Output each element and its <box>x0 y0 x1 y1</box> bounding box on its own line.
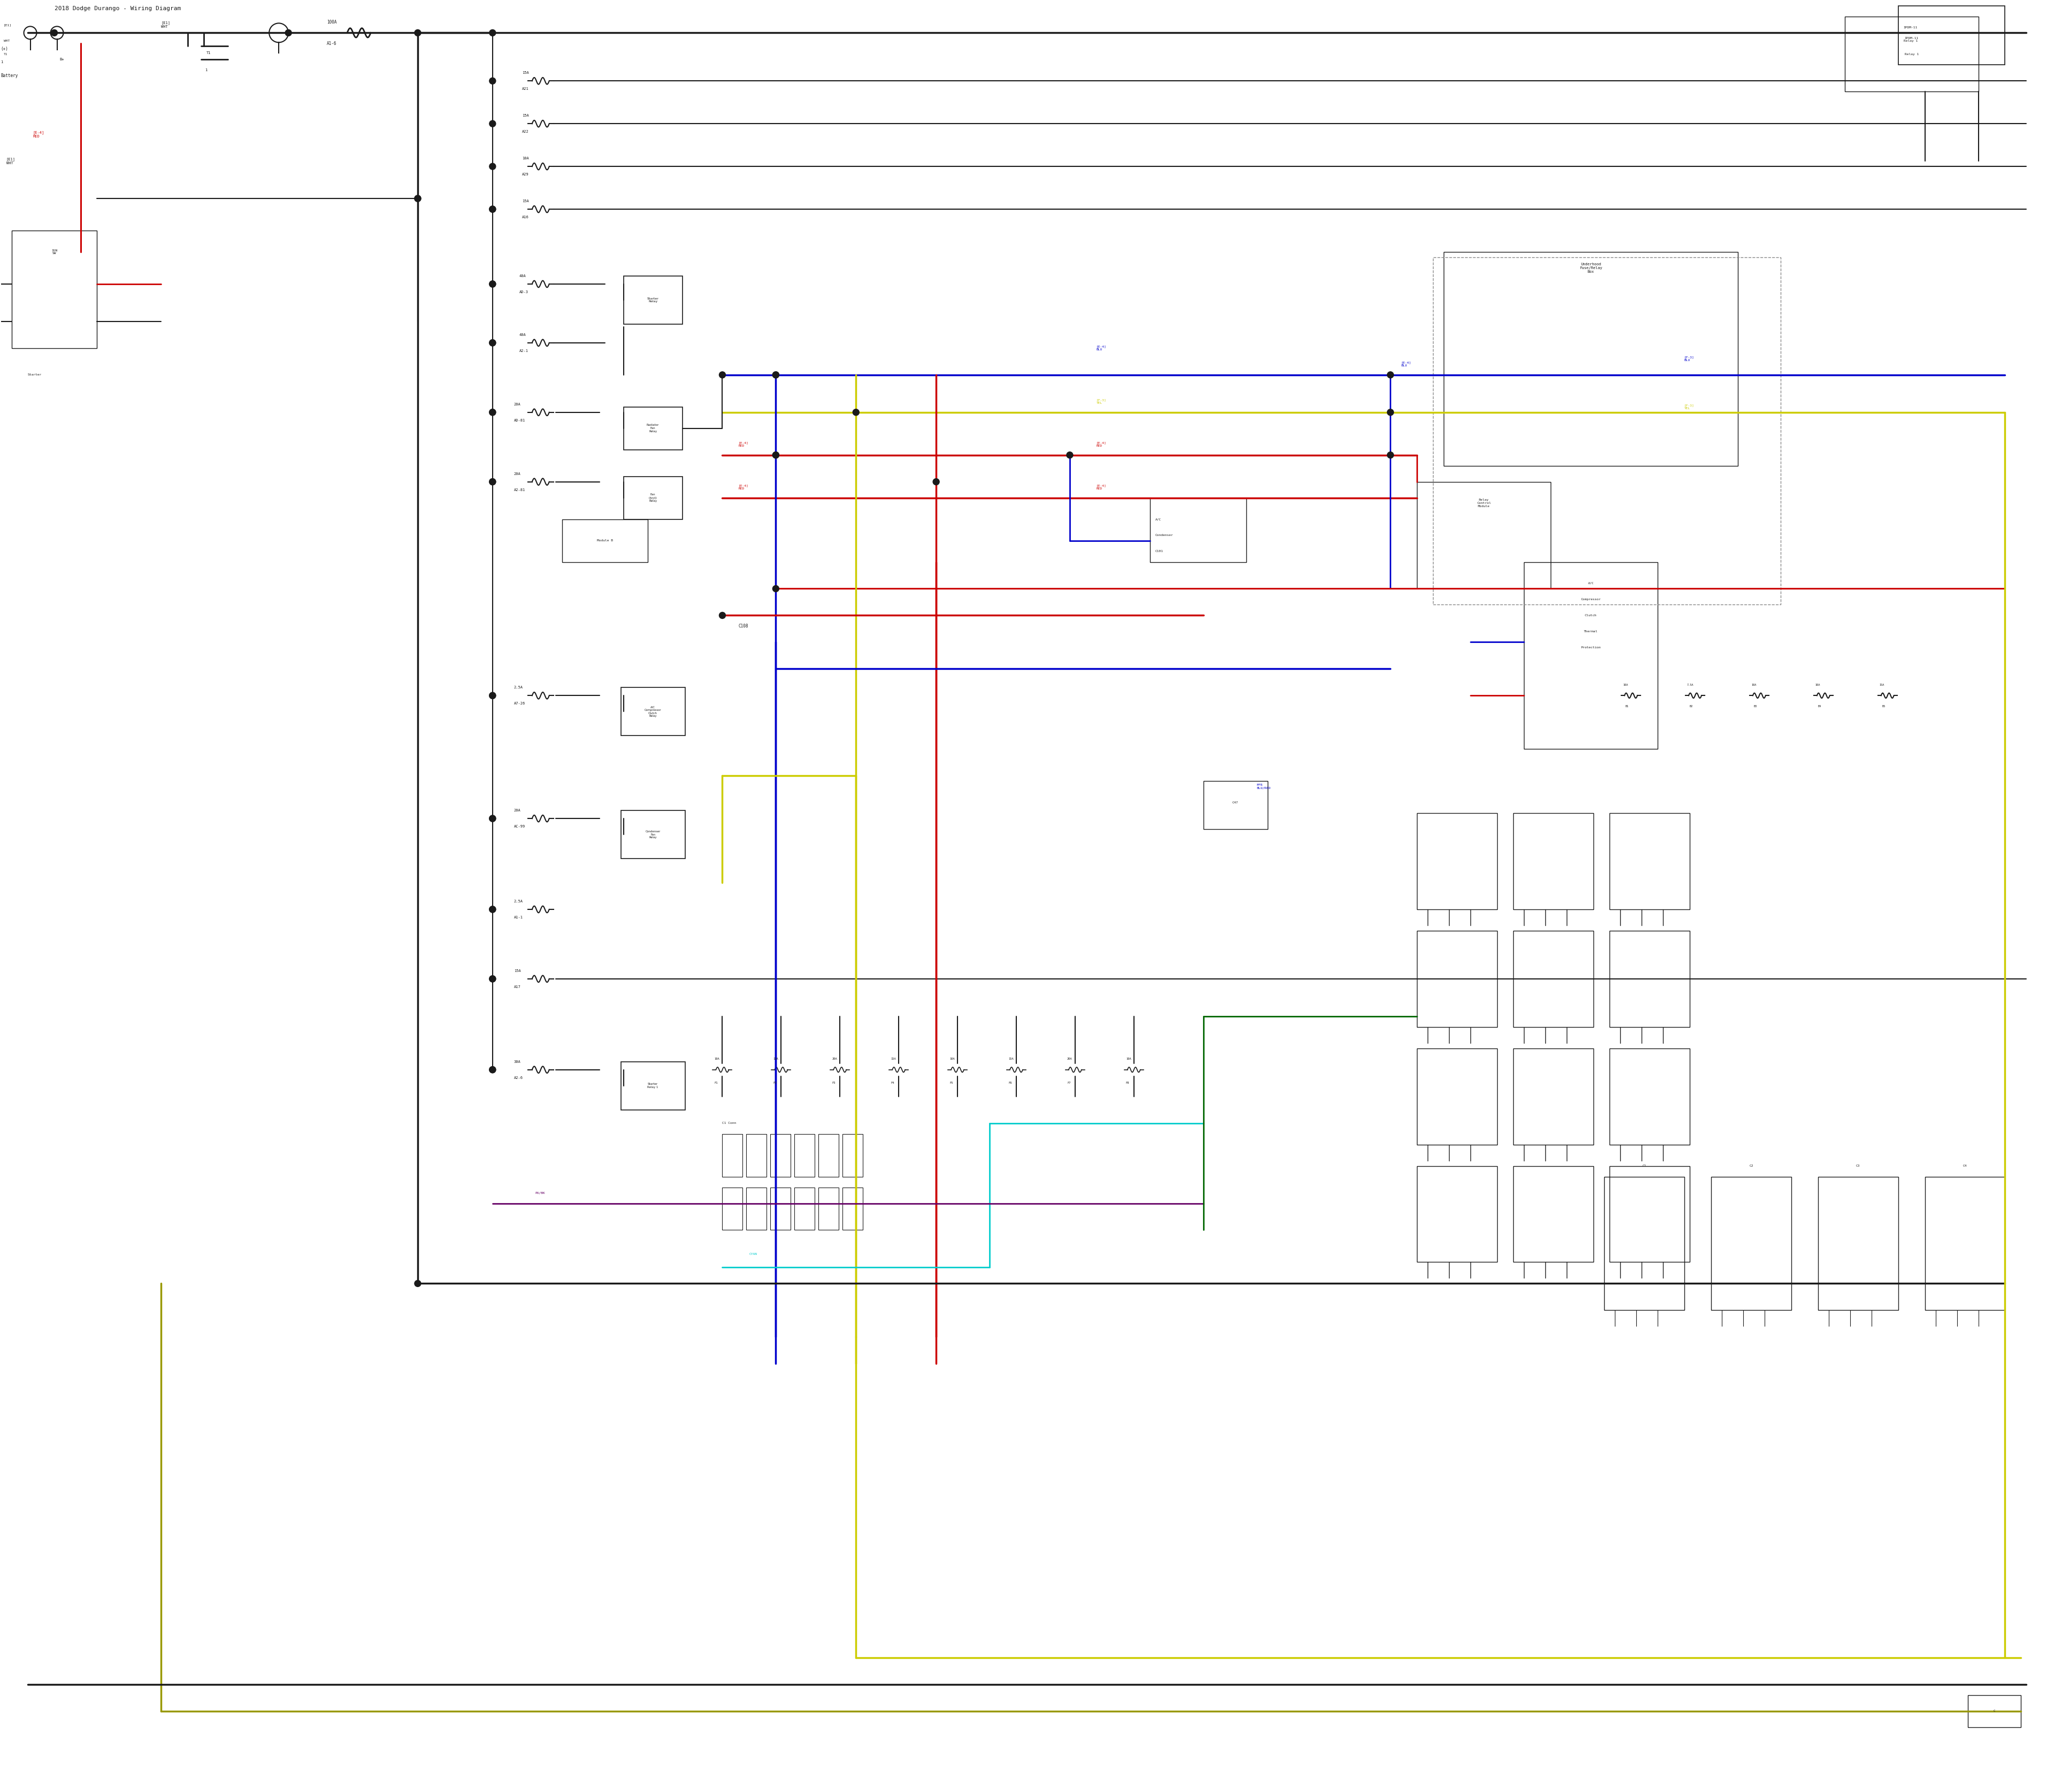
Text: A2-1: A2-1 <box>520 349 528 353</box>
Circle shape <box>489 340 495 346</box>
Text: IGN
SW: IGN SW <box>51 249 58 254</box>
Circle shape <box>415 195 421 202</box>
Circle shape <box>489 281 495 287</box>
Circle shape <box>1066 452 1072 459</box>
Circle shape <box>489 478 495 486</box>
Circle shape <box>489 77 495 84</box>
Circle shape <box>489 206 495 213</box>
Text: [E-4]
RED: [E-4] RED <box>737 484 748 489</box>
Text: [E-4]
RED: [E-4] RED <box>1097 441 1107 448</box>
Text: F6: F6 <box>1009 1082 1013 1084</box>
Text: F3: F3 <box>832 1082 836 1084</box>
Text: Starter
Relay: Starter Relay <box>647 297 659 303</box>
Text: T1: T1 <box>4 52 8 56</box>
Circle shape <box>51 30 58 36</box>
Circle shape <box>489 1066 495 1073</box>
Circle shape <box>852 409 859 416</box>
Bar <box>1444 253 1738 466</box>
Bar <box>12 231 97 348</box>
Text: A2-6: A2-6 <box>514 1077 524 1079</box>
Text: Starter: Starter <box>27 373 41 376</box>
Bar <box>770 1188 791 1229</box>
Text: 15A: 15A <box>514 969 522 973</box>
Text: 10A: 10A <box>1126 1057 1132 1061</box>
Text: 20A: 20A <box>514 471 522 475</box>
Text: B3: B3 <box>1754 704 1758 708</box>
Circle shape <box>489 120 495 127</box>
Text: 10A: 10A <box>949 1057 955 1061</box>
Bar <box>1925 1177 2005 1310</box>
Text: A16: A16 <box>522 215 528 219</box>
Bar <box>624 276 682 324</box>
Bar <box>620 688 684 737</box>
Text: 2.5A: 2.5A <box>514 900 524 903</box>
Text: A/C: A/C <box>1154 518 1161 520</box>
Bar <box>1610 1167 1690 1262</box>
Text: 15A: 15A <box>522 72 528 75</box>
Text: Radiator
Fan
Relay: Radiator Fan Relay <box>647 425 659 434</box>
Circle shape <box>415 195 421 202</box>
Text: [E1]
WHT: [E1] WHT <box>160 22 170 29</box>
Text: 20A: 20A <box>514 808 522 812</box>
Bar <box>1604 1177 1684 1310</box>
Bar <box>620 1061 684 1109</box>
Text: 20A: 20A <box>514 403 522 405</box>
Text: Underhood
Fuse/Relay
Box: Underhood Fuse/Relay Box <box>1580 263 1602 274</box>
Text: Compressor: Compressor <box>1582 599 1600 600</box>
Circle shape <box>489 815 495 823</box>
Bar <box>1524 563 1658 749</box>
Bar <box>795 1134 815 1177</box>
Bar <box>1514 930 1594 1027</box>
Text: 15A: 15A <box>891 1057 896 1061</box>
Bar <box>746 1134 766 1177</box>
Bar <box>620 810 684 858</box>
Circle shape <box>489 340 495 346</box>
Text: [F-3]
YEL: [F-3] YEL <box>1684 403 1695 410</box>
Circle shape <box>489 692 495 699</box>
Circle shape <box>1386 409 1393 416</box>
Bar <box>1844 16 1978 91</box>
Text: C101: C101 <box>1154 550 1163 552</box>
Bar <box>1204 781 1267 830</box>
Text: 30A: 30A <box>514 1061 522 1063</box>
Circle shape <box>489 1066 495 1073</box>
Bar <box>820 1188 838 1229</box>
Bar <box>1514 1048 1594 1145</box>
Circle shape <box>489 815 495 823</box>
Text: Relay 1: Relay 1 <box>1904 52 1918 56</box>
Text: F2: F2 <box>772 1082 776 1084</box>
Text: WHT: WHT <box>4 39 10 43</box>
Circle shape <box>489 692 495 699</box>
Text: Battery: Battery <box>0 73 18 79</box>
Text: F5: F5 <box>949 1082 953 1084</box>
Text: CYAN: CYAN <box>750 1253 758 1256</box>
Circle shape <box>719 613 725 618</box>
Bar <box>1417 1167 1497 1262</box>
Text: 15A: 15A <box>1009 1057 1013 1061</box>
Bar <box>624 477 682 520</box>
Text: B+: B+ <box>60 57 64 61</box>
Bar <box>624 407 682 450</box>
Circle shape <box>489 907 495 912</box>
Text: [E-4]
BLU: [E-4] BLU <box>1401 362 1411 367</box>
Text: [E-4]
BLU: [E-4] BLU <box>1097 346 1107 351</box>
Text: C3: C3 <box>1857 1165 1861 1167</box>
Text: C4: C4 <box>1964 1165 1968 1167</box>
Text: A29: A29 <box>522 172 528 176</box>
Bar <box>1514 1167 1594 1262</box>
Circle shape <box>772 452 778 459</box>
Bar <box>820 1134 838 1177</box>
Text: B1: B1 <box>1625 704 1629 708</box>
Text: A17: A17 <box>514 986 522 989</box>
Circle shape <box>489 975 495 982</box>
Circle shape <box>286 30 292 36</box>
Text: 100A: 100A <box>327 20 337 25</box>
Circle shape <box>489 163 495 170</box>
Text: 10A: 10A <box>1816 683 1820 686</box>
Text: 1: 1 <box>205 68 207 72</box>
Circle shape <box>772 452 778 459</box>
Circle shape <box>772 371 778 378</box>
Circle shape <box>772 586 778 591</box>
Bar <box>1818 1177 1898 1310</box>
Text: B5: B5 <box>1881 704 1886 708</box>
